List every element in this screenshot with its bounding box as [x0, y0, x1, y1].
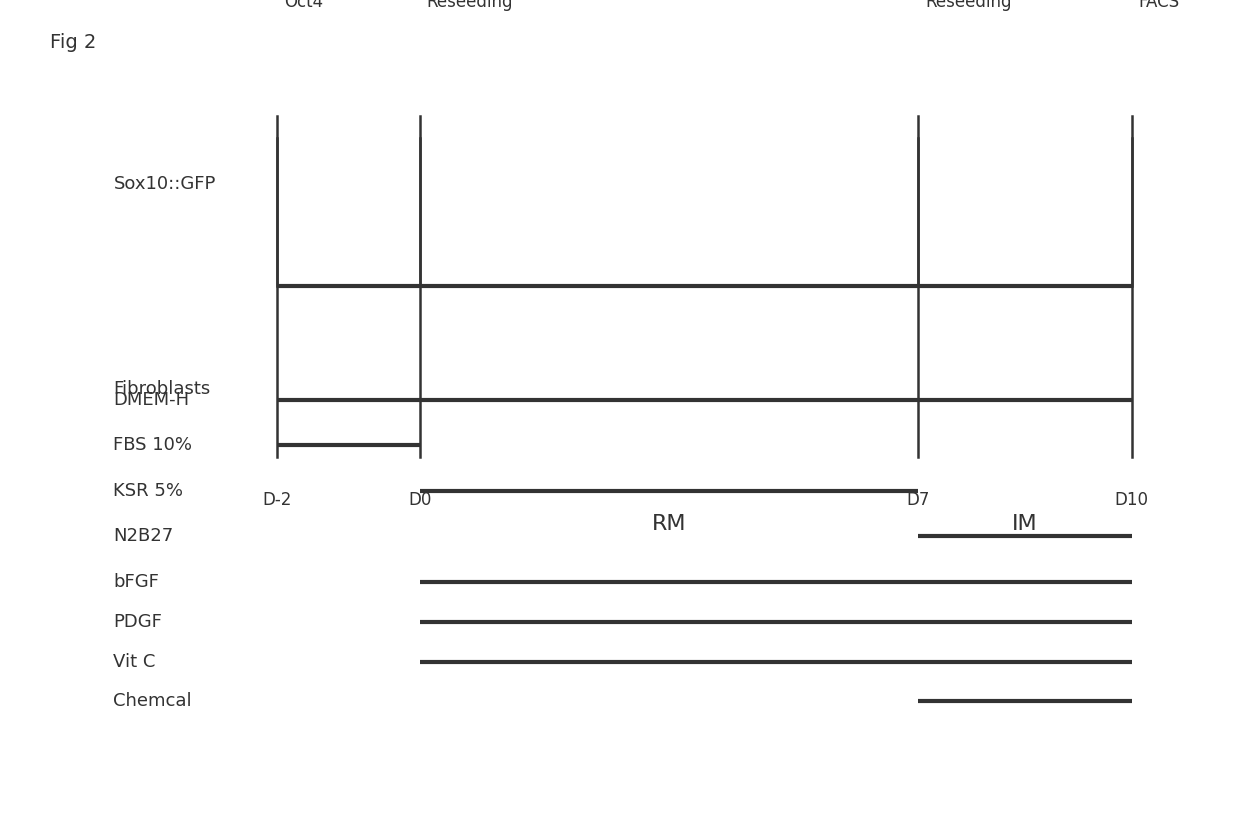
Text: Chemcal: Chemcal	[113, 692, 192, 710]
Text: Fibroblasts: Fibroblasts	[113, 380, 211, 398]
Text: Vit C: Vit C	[113, 653, 156, 671]
Text: DMEM-H: DMEM-H	[113, 391, 190, 409]
Text: N2B27: N2B27	[113, 528, 174, 546]
Text: D7: D7	[906, 491, 930, 509]
Text: KSR 5%: KSR 5%	[113, 482, 184, 500]
Text: FACS: FACS	[1138, 0, 1179, 11]
Text: Fig 2: Fig 2	[50, 33, 95, 52]
Text: RM: RM	[651, 514, 686, 533]
Text: PDGF: PDGF	[113, 612, 162, 630]
Text: Sox10::GFP: Sox10::GFP	[113, 175, 216, 193]
Text: D0: D0	[408, 491, 432, 509]
Text: Reseeding: Reseeding	[427, 0, 513, 11]
Text: Reseeding: Reseeding	[925, 0, 1012, 11]
Text: D10: D10	[1115, 491, 1148, 509]
Text: Oct4: Oct4	[284, 0, 324, 11]
Text: bFGF: bFGF	[113, 573, 159, 591]
Text: IM: IM	[1012, 514, 1038, 533]
Text: D-2: D-2	[263, 491, 291, 509]
Text: FBS 10%: FBS 10%	[113, 436, 192, 455]
